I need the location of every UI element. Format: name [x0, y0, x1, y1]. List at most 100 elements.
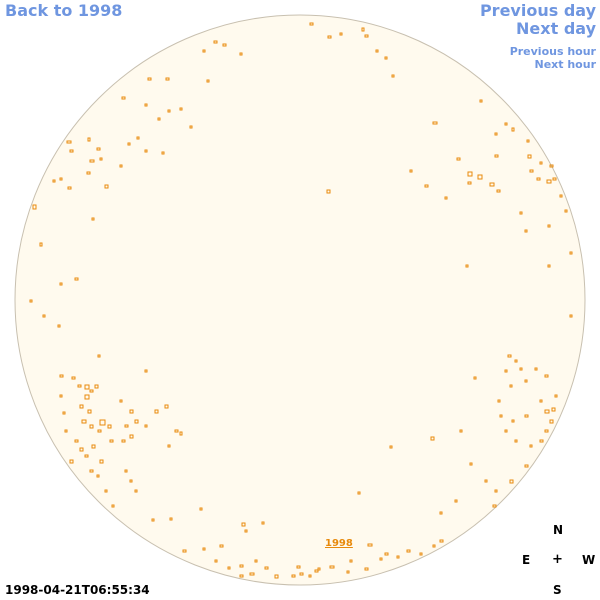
feature-mark — [99, 419, 106, 426]
feature-mark — [494, 132, 498, 136]
feature-mark — [169, 517, 173, 521]
feature-mark — [526, 139, 530, 143]
feature-mark — [154, 409, 159, 414]
feature-mark — [124, 469, 128, 473]
feature-mark — [484, 479, 488, 483]
compass-center-icon: + — [552, 552, 563, 567]
feature-mark — [32, 204, 37, 210]
feature-mark — [349, 559, 353, 563]
feature-mark — [564, 209, 568, 213]
feature-mark — [84, 394, 90, 400]
next-day-link[interactable]: Next day — [516, 19, 596, 38]
feature-mark — [274, 574, 279, 579]
feature-mark — [296, 565, 301, 569]
feature-mark — [42, 314, 46, 318]
feature-mark — [52, 179, 56, 183]
feature-mark — [59, 282, 63, 286]
feature-mark — [569, 251, 573, 255]
feature-mark — [357, 491, 361, 495]
feature-mark — [479, 99, 483, 103]
feature-mark — [239, 52, 243, 56]
feature-mark — [96, 474, 100, 478]
feature-mark — [222, 43, 227, 47]
feature-mark — [524, 464, 529, 468]
feature-mark — [514, 359, 518, 363]
feature-mark — [77, 384, 82, 388]
compass-north-label: N — [553, 523, 564, 537]
feature-mark — [291, 574, 296, 578]
feature-mark — [379, 557, 383, 561]
feature-mark — [241, 522, 246, 527]
feature-mark — [424, 184, 429, 188]
feature-mark — [87, 137, 91, 142]
feature-mark — [134, 419, 139, 424]
feature-mark — [551, 407, 556, 412]
feature-mark — [66, 140, 72, 144]
feature-mark — [97, 354, 101, 358]
observation-timestamp: 1998-04-21T06:55:34 — [5, 583, 150, 597]
active-region-features — [29, 22, 573, 579]
feature-mark — [456, 157, 461, 161]
feature-mark — [67, 186, 72, 190]
feature-mark — [69, 459, 74, 464]
feature-mark — [389, 445, 393, 449]
feature-mark — [384, 56, 388, 60]
feature-mark — [164, 404, 169, 409]
feature-mark — [264, 566, 269, 570]
feature-mark — [119, 399, 123, 403]
feature-mark — [552, 177, 557, 181]
feature-mark — [454, 499, 458, 503]
year-link[interactable]: 1998 — [325, 538, 353, 549]
feature-mark — [361, 27, 365, 32]
feature-mark — [91, 444, 96, 449]
previous-hour-link[interactable]: Previous hour — [509, 45, 596, 58]
feature-mark — [473, 376, 477, 380]
feature-mark — [527, 154, 532, 159]
feature-mark — [547, 264, 551, 268]
feature-mark — [467, 171, 473, 177]
feature-mark — [409, 169, 413, 173]
feature-mark — [549, 164, 554, 168]
feature-mark — [327, 35, 332, 39]
feature-mark — [439, 511, 443, 515]
feature-mark — [107, 424, 112, 429]
feature-mark — [519, 367, 523, 371]
feature-mark — [144, 424, 148, 428]
feature-mark — [206, 79, 210, 83]
feature-mark — [529, 444, 533, 448]
feature-mark — [329, 565, 335, 569]
feature-mark — [314, 569, 319, 573]
feature-mark — [519, 211, 523, 215]
feature-mark — [549, 419, 554, 424]
feature-mark — [147, 77, 152, 81]
feature-mark — [144, 369, 148, 373]
back-to-year-link[interactable]: Back to 1998 — [5, 1, 123, 20]
feature-mark — [432, 121, 438, 125]
feature-mark — [213, 40, 218, 44]
feature-mark — [144, 103, 148, 107]
feature-mark — [111, 504, 115, 508]
feature-mark — [182, 549, 187, 553]
feature-mark — [364, 567, 369, 571]
feature-mark — [249, 572, 255, 576]
feature-mark — [504, 122, 508, 126]
feature-mark — [391, 74, 395, 78]
feature-mark — [202, 49, 206, 53]
feature-mark — [91, 217, 95, 221]
feature-mark — [79, 447, 84, 452]
feature-mark — [74, 277, 79, 281]
feature-mark — [497, 399, 501, 403]
feature-mark — [199, 507, 203, 511]
feature-mark — [547, 224, 551, 228]
feature-mark — [202, 547, 206, 551]
next-hour-link[interactable]: Next hour — [534, 58, 597, 71]
feature-mark — [504, 369, 508, 373]
feature-mark — [326, 189, 331, 194]
feature-mark — [244, 529, 248, 533]
feature-mark — [81, 419, 87, 424]
feature-mark — [539, 161, 543, 165]
feature-mark — [544, 374, 549, 378]
previous-day-link[interactable]: Previous day — [479, 1, 596, 20]
feature-mark — [465, 264, 469, 268]
